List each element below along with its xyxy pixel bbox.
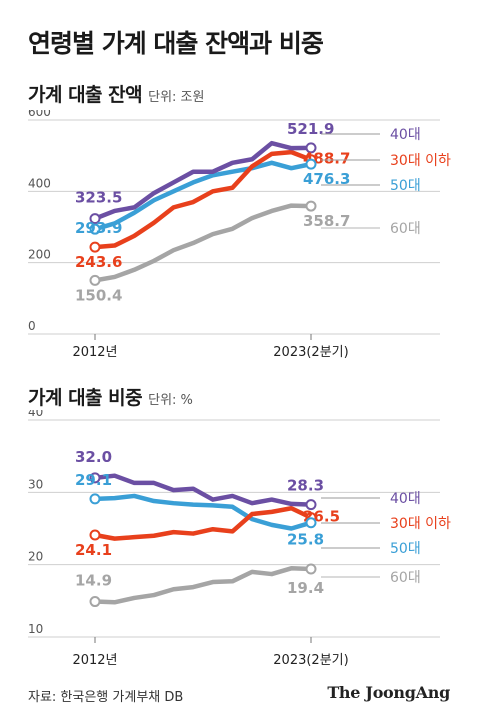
chart1-heading: 가계 대출 잔액 단위: 조원 [28, 80, 204, 107]
point-start-40s [89, 213, 101, 225]
x-tick-label: 2023(2분기) [273, 345, 348, 360]
point-start-50s [89, 223, 101, 235]
point-start-60s [89, 596, 101, 608]
balance-line-chart: 0 200 400 600 2012년 2023(2분기) 323.5 521.9 40대 243… [28, 110, 451, 360]
data-label-end-60s: 358.7 [303, 212, 350, 230]
y-tick-label: 30 [28, 477, 43, 491]
chart2-unit: 단위: % [148, 393, 193, 408]
series-line-60s [92, 203, 314, 283]
legend-label-30s-under: 30대 이하 [390, 516, 451, 532]
point-end-40s [305, 142, 317, 154]
data-label-end-60s: 19.4 [287, 579, 324, 597]
series-line-40s [92, 473, 314, 507]
legend-label-60s: 60대 [390, 570, 421, 586]
chart1-unit: 단위: 조원 [148, 90, 205, 105]
series-line-40s [92, 140, 314, 221]
point-end-40s [305, 499, 317, 511]
data-label-start-40s: 32.0 [75, 448, 112, 466]
chart2-heading: 가계 대출 비중 단위: % [28, 383, 193, 410]
y-tick-label: 20 [28, 550, 43, 564]
y-tick-label: 200 [28, 248, 51, 262]
data-label-end-50s: 25.8 [287, 531, 324, 549]
data-label-start-50s: 29.1 [75, 471, 112, 489]
point-end-60s [305, 563, 317, 575]
x-tick-label: 2012년 [72, 653, 117, 668]
point-start-40s [89, 472, 101, 484]
page-title: 연령별 가계 대출 잔액과 비중 [28, 29, 324, 58]
point-end-50s [305, 158, 317, 170]
series-line-50s [92, 493, 314, 531]
point-end-50s [305, 517, 317, 529]
point-end-60s [305, 200, 317, 212]
legend-label-40s: 40대 [390, 491, 421, 507]
legend-label-60s: 60대 [390, 221, 421, 237]
point-start-50s [89, 493, 101, 505]
x-tick-label: 2023(2분기) [273, 653, 348, 668]
data-label-start-60s: 14.9 [75, 572, 112, 590]
data-label-end-40s: 521.9 [287, 120, 334, 138]
data-label-end-40s: 28.3 [287, 477, 324, 495]
y-tick-label: 40 [28, 410, 43, 419]
series-line-50s [92, 160, 314, 232]
series-line-60s [92, 566, 314, 605]
data-label-start-50s: 293.9 [75, 219, 122, 237]
legend-label-50s: 50대 [390, 541, 421, 557]
y-tick-label: 10 [28, 622, 43, 636]
legend-label-50s: 50대 [390, 178, 421, 194]
data-label-start-60s: 150.4 [75, 286, 122, 304]
data-label-start-30s-under: 24.1 [75, 541, 112, 559]
point-start-60s [89, 274, 101, 286]
legend-label-40s: 40대 [390, 127, 421, 143]
series-line-30s-under [92, 505, 314, 541]
data-label-start-30s-under: 243.6 [75, 253, 122, 271]
chart2-title: 가계 대출 비중 [28, 387, 143, 409]
y-tick-label: 600 [28, 110, 51, 119]
brand-logo: The JoongAng [327, 683, 450, 702]
legend-label-30s-under: 30대 이하 [390, 153, 451, 169]
chart1-title: 가계 대출 잔액 [28, 84, 143, 106]
y-tick-label: 0 [28, 319, 36, 333]
x-tick-label: 2012년 [72, 345, 117, 360]
data-label-end-50s: 476.3 [303, 170, 350, 188]
data-label-start-40s: 323.5 [75, 189, 122, 207]
source-note: 자료: 한국은행 가계부채 DB [28, 690, 184, 705]
point-start-30s-under [89, 241, 101, 253]
point-start-30s-under [89, 529, 101, 541]
series-line-30s-under [92, 149, 314, 250]
y-tick-label: 400 [28, 176, 51, 190]
